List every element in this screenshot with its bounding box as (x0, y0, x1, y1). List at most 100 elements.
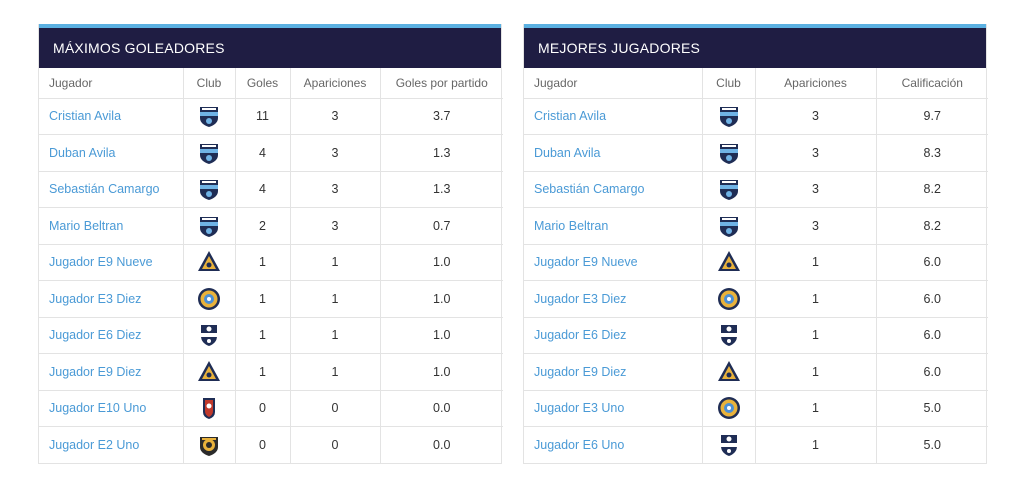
player-link[interactable]: Jugador E3 Diez (524, 280, 702, 317)
table-row: Cristian Avila 3 9.7 (524, 97, 988, 135)
round-crest-icon[interactable] (717, 396, 741, 420)
shield-crest-icon[interactable] (197, 104, 221, 128)
player-link[interactable]: Cristian Avila (524, 97, 702, 135)
player-link[interactable]: Cristian Avila (39, 97, 183, 135)
rating-value: 8.2 (875, 170, 988, 208)
rating-value: 5.0 (875, 426, 988, 463)
red-crest-icon[interactable] (197, 396, 221, 420)
club-cell (182, 97, 235, 135)
player-link[interactable]: Sebastián Camargo (524, 170, 702, 208)
table-row: Sebastián Camargo 3 8.2 (524, 170, 988, 208)
round-crest-icon[interactable] (717, 287, 741, 311)
table-row: Jugador E10 Uno 0 0 0.0 (39, 389, 503, 427)
triangle-crest-icon[interactable] (717, 250, 741, 274)
shield-crest-icon[interactable] (717, 214, 741, 238)
player-link[interactable]: Mario Beltran (39, 207, 183, 244)
club-cell (701, 207, 755, 244)
player-link[interactable]: Sebastián Camargo (39, 170, 183, 208)
appearances-value: 1 (754, 389, 876, 427)
triangle-crest-icon[interactable] (197, 360, 221, 384)
appearances-value: 3 (754, 134, 876, 171)
club-cell (182, 389, 235, 427)
column-header-appearances: Apariciones (754, 68, 876, 99)
column-header-rating: Calificación (875, 68, 988, 99)
shield-crest-icon[interactable] (197, 141, 221, 165)
goals-per-match-value: 1.0 (379, 353, 503, 390)
column-header-club: Club (701, 68, 755, 99)
club-cell (182, 426, 235, 463)
table-header-row: Jugador Club Goles Apariciones Goles por… (39, 68, 503, 99)
club-cell (182, 207, 235, 244)
goals-per-match-value: 1.0 (379, 243, 503, 281)
shield-crest-icon[interactable] (717, 141, 741, 165)
appearances-value: 1 (289, 243, 380, 281)
club-cell (701, 280, 755, 317)
shield-crest-icon[interactable] (717, 177, 741, 201)
player-link[interactable]: Jugador E9 Diez (524, 353, 702, 390)
player-link[interactable]: Jugador E9 Nueve (39, 243, 183, 281)
club-cell (182, 353, 235, 390)
rating-value: 6.0 (875, 280, 988, 317)
goals-value: 4 (234, 134, 290, 171)
appearances-value: 3 (289, 97, 380, 135)
appearances-value: 1 (754, 426, 876, 463)
goals-value: 1 (234, 243, 290, 281)
rating-value: 8.2 (875, 207, 988, 244)
club-cell (182, 243, 235, 281)
table-row: Jugador E9 Nueve 1 1 1.0 (39, 243, 503, 281)
football-crest-icon[interactable] (717, 433, 741, 457)
goals-per-match-value: 0.7 (379, 207, 503, 244)
player-link[interactable]: Duban Avila (39, 134, 183, 171)
column-header-club: Club (182, 68, 235, 99)
rating-value: 8.3 (875, 134, 988, 171)
rating-value: 9.7 (875, 97, 988, 135)
goals-value: 4 (234, 170, 290, 208)
appearances-value: 3 (289, 207, 380, 244)
goals-value: 1 (234, 316, 290, 354)
player-link[interactable]: Jugador E3 Uno (524, 389, 702, 427)
table-row: Sebastián Camargo 4 3 1.3 (39, 170, 503, 208)
ball-crest-icon[interactable] (197, 433, 221, 457)
table-row: Jugador E9 Diez 1 1 1.0 (39, 353, 503, 390)
shield-crest-icon[interactable] (197, 177, 221, 201)
club-cell (701, 243, 755, 281)
club-cell (701, 389, 755, 427)
shield-crest-icon[interactable] (717, 104, 741, 128)
column-header-goals: Goles (234, 68, 290, 99)
player-link[interactable]: Jugador E9 Diez (39, 353, 183, 390)
player-link[interactable]: Mario Beltran (524, 207, 702, 244)
football-crest-icon[interactable] (717, 323, 741, 347)
appearances-value: 3 (754, 207, 876, 244)
round-crest-icon[interactable] (197, 287, 221, 311)
table-row: Jugador E9 Diez 1 6.0 (524, 353, 988, 390)
top-scorers-table: Jugador Club Goles Apariciones Goles por… (39, 68, 503, 463)
appearances-value: 1 (289, 280, 380, 317)
table-row: Mario Beltran 3 8.2 (524, 207, 988, 244)
player-link[interactable]: Jugador E6 Diez (39, 316, 183, 354)
appearances-value: 3 (754, 170, 876, 208)
player-link[interactable]: Jugador E2 Uno (39, 426, 183, 463)
goals-per-match-value: 0.0 (379, 426, 503, 463)
goals-value: 11 (234, 97, 290, 135)
table-row: Duban Avila 3 8.3 (524, 134, 988, 171)
player-link[interactable]: Jugador E6 Uno (524, 426, 702, 463)
shield-crest-icon[interactable] (197, 214, 221, 238)
goals-value: 1 (234, 280, 290, 317)
table-header-row: Jugador Club Apariciones Calificación (524, 68, 988, 99)
football-crest-icon[interactable] (197, 323, 221, 347)
goals-per-match-value: 1.3 (379, 134, 503, 171)
triangle-crest-icon[interactable] (717, 360, 741, 384)
player-link[interactable]: Jugador E9 Nueve (524, 243, 702, 281)
table-row: Cristian Avila 11 3 3.7 (39, 97, 503, 135)
column-header-player: Jugador (524, 68, 702, 99)
appearances-value: 1 (289, 353, 380, 390)
appearances-value: 1 (754, 280, 876, 317)
rating-value: 6.0 (875, 316, 988, 354)
player-link[interactable]: Jugador E6 Diez (524, 316, 702, 354)
table-row: Mario Beltran 2 3 0.7 (39, 207, 503, 244)
player-link[interactable]: Jugador E10 Uno (39, 389, 183, 427)
player-link[interactable]: Jugador E3 Diez (39, 280, 183, 317)
triangle-crest-icon[interactable] (197, 250, 221, 274)
player-link[interactable]: Duban Avila (524, 134, 702, 171)
club-cell (701, 97, 755, 135)
